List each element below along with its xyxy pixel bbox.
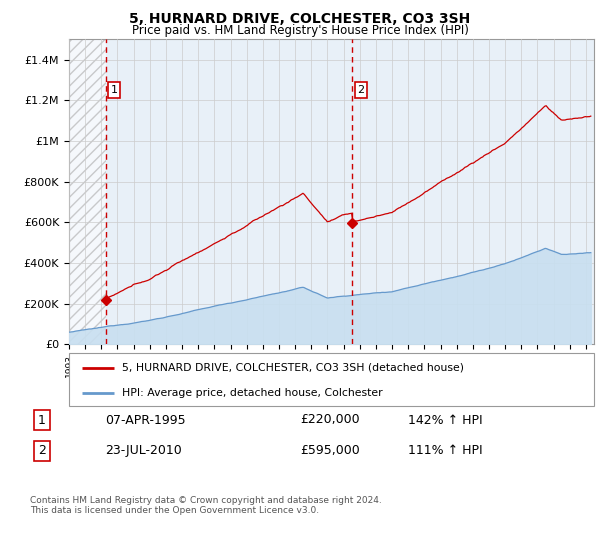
Text: 111% ↑ HPI: 111% ↑ HPI xyxy=(408,444,482,458)
Text: 142% ↑ HPI: 142% ↑ HPI xyxy=(408,413,482,427)
Bar xyxy=(69,39,106,344)
Text: 07-APR-1995: 07-APR-1995 xyxy=(105,413,185,427)
Text: 2: 2 xyxy=(38,444,46,458)
Text: Price paid vs. HM Land Registry's House Price Index (HPI): Price paid vs. HM Land Registry's House … xyxy=(131,24,469,36)
Text: 1: 1 xyxy=(110,85,118,95)
Text: £595,000: £595,000 xyxy=(300,444,360,458)
Text: 23-JUL-2010: 23-JUL-2010 xyxy=(105,444,182,458)
Text: 1: 1 xyxy=(38,413,46,427)
Text: 5, HURNARD DRIVE, COLCHESTER, CO3 3SH: 5, HURNARD DRIVE, COLCHESTER, CO3 3SH xyxy=(130,12,470,26)
Text: Contains HM Land Registry data © Crown copyright and database right 2024.
This d: Contains HM Land Registry data © Crown c… xyxy=(30,496,382,515)
Text: £220,000: £220,000 xyxy=(300,413,359,427)
FancyBboxPatch shape xyxy=(69,353,594,406)
Text: 2: 2 xyxy=(358,85,364,95)
Text: HPI: Average price, detached house, Colchester: HPI: Average price, detached house, Colc… xyxy=(121,388,382,398)
Text: 5, HURNARD DRIVE, COLCHESTER, CO3 3SH (detached house): 5, HURNARD DRIVE, COLCHESTER, CO3 3SH (d… xyxy=(121,363,464,373)
